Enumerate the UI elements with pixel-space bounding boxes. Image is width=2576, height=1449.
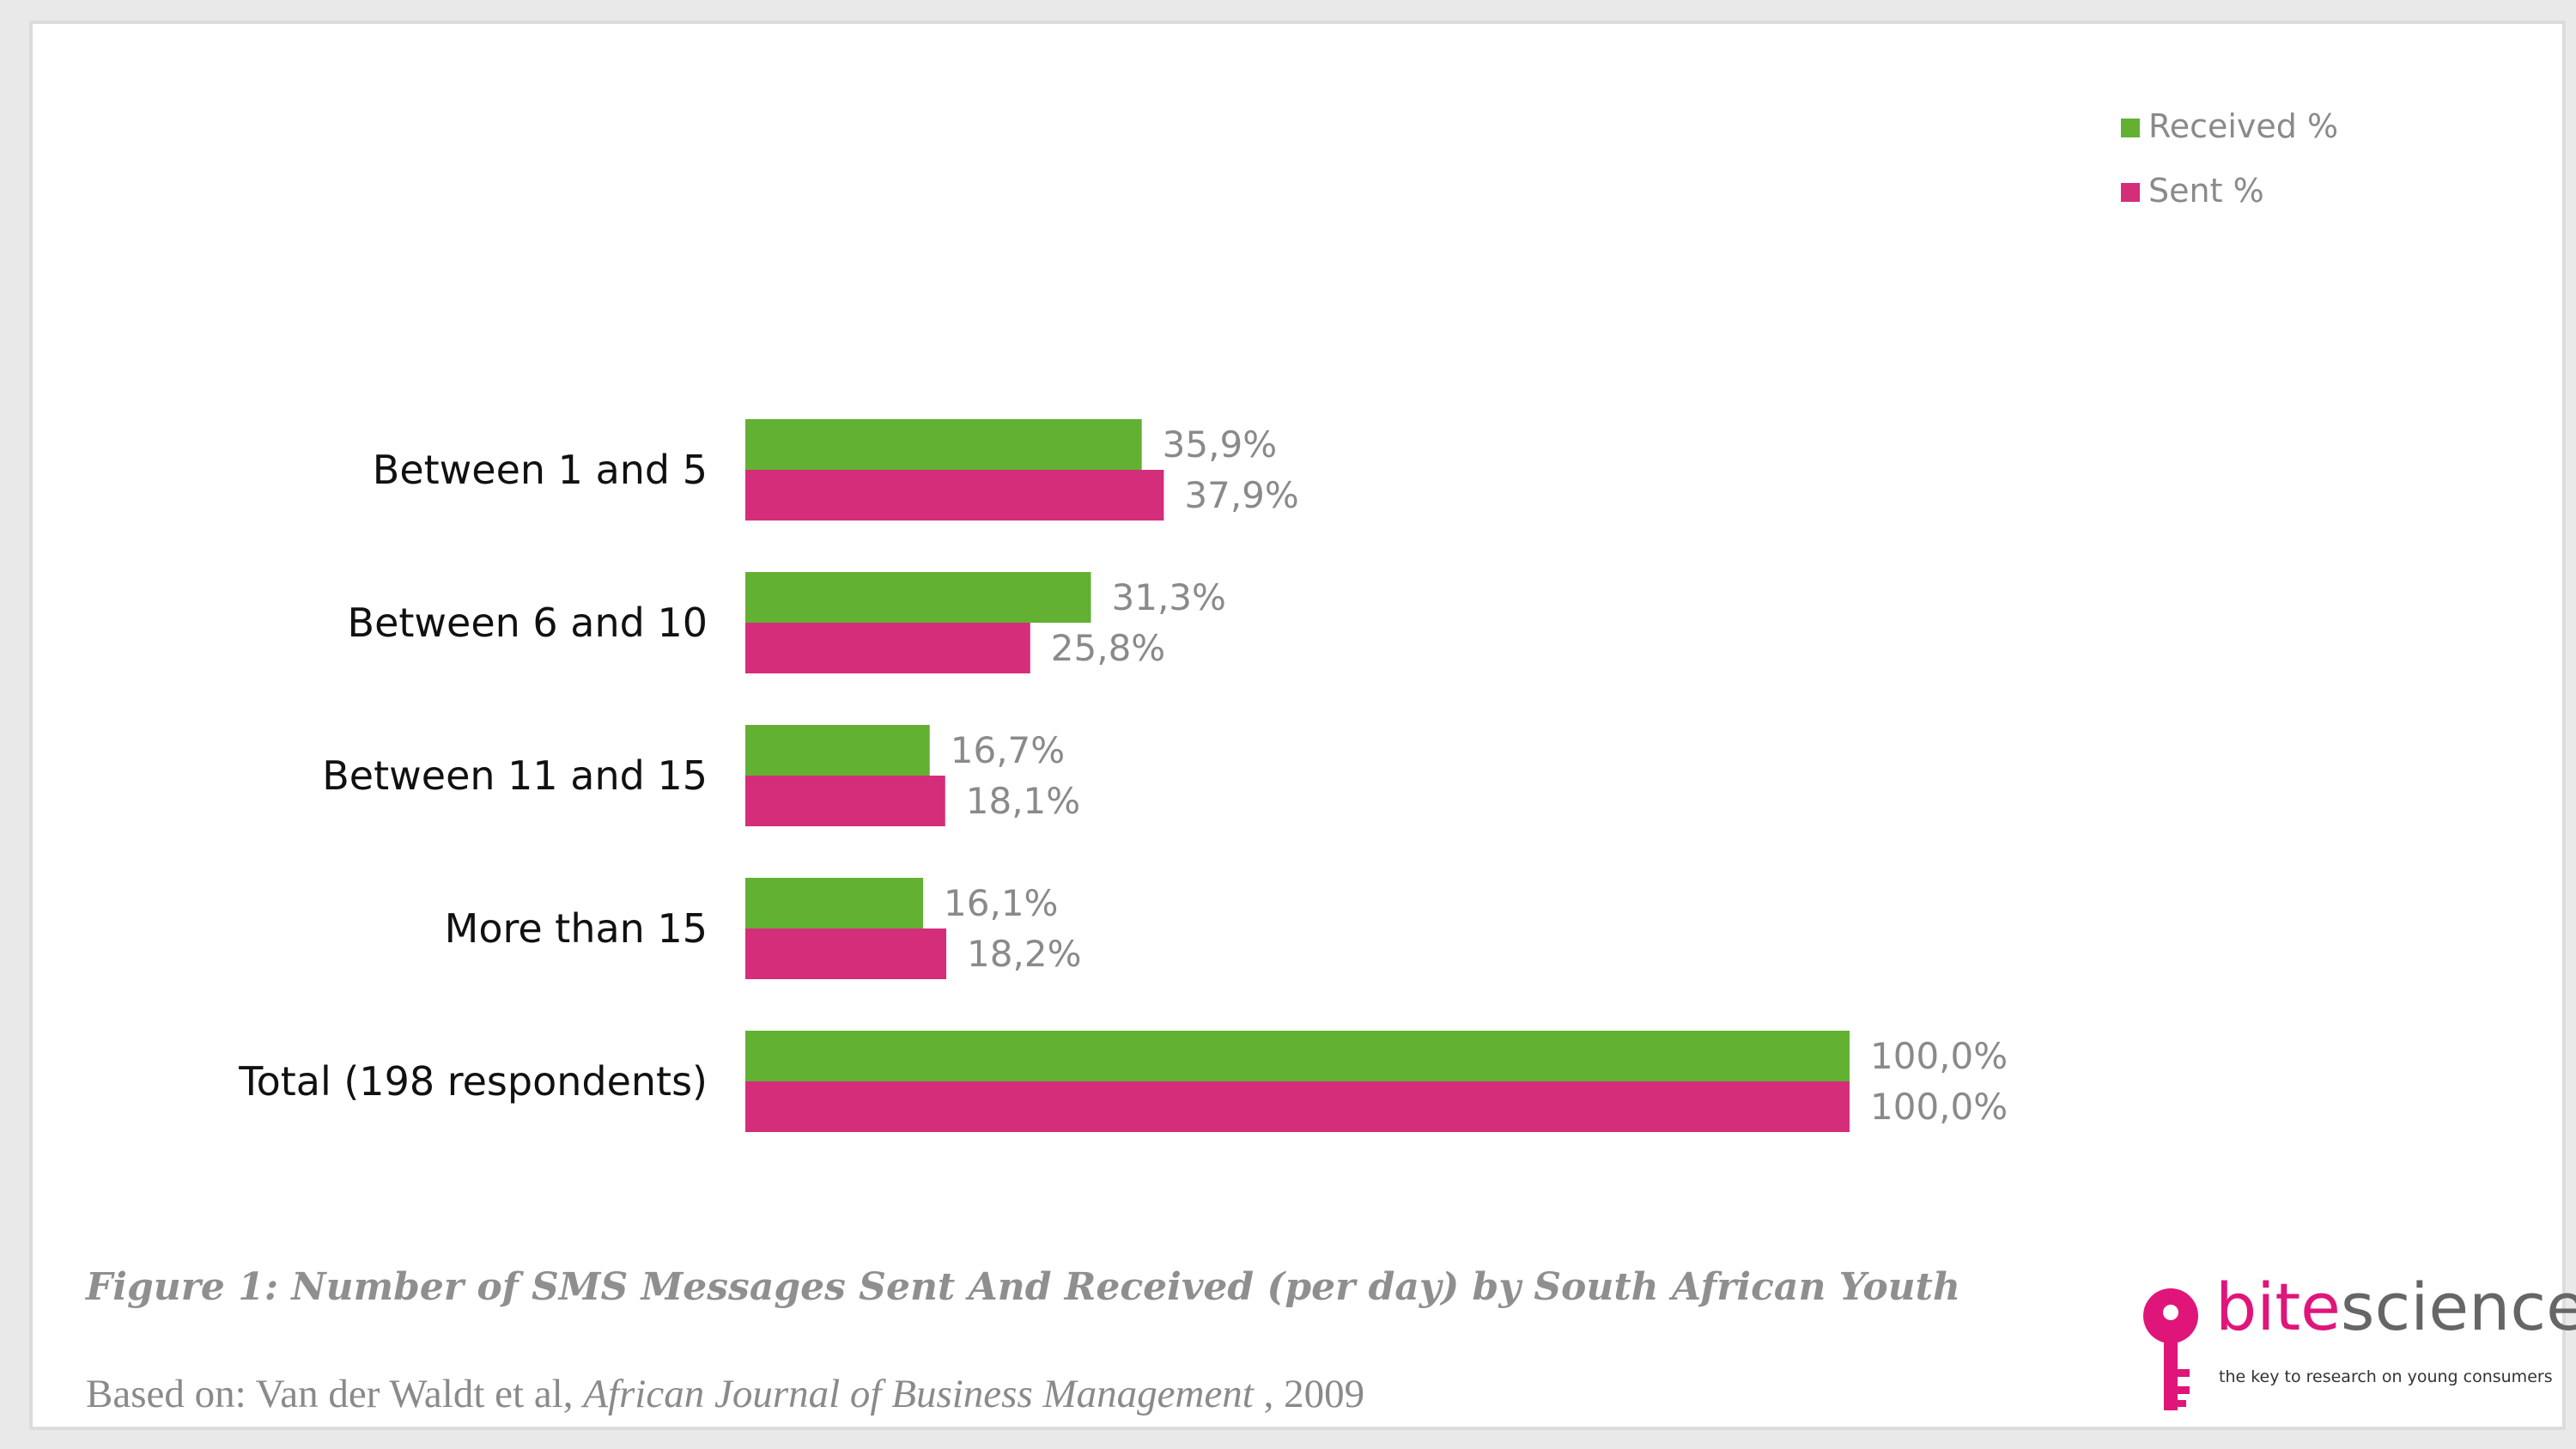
figure-caption: Figure 1: Number of SMS Messages Sent An… (86, 1265, 1960, 1309)
category-label-more-than-15: More than 15 (445, 905, 708, 952)
bar-received-between-11-and-15 (745, 725, 930, 776)
logo-tagline: the key to research on young consumers (2219, 1367, 2553, 1386)
value-label-received-more-than-15: 16,1% (944, 882, 1058, 924)
bar-chart: Between 1 and 5 35,9% 37,9% Between 6 and 1… (238, 107, 2338, 1132)
logo-word-bite: bite (2215, 1269, 2341, 1345)
value-label-sent-between-11-and-15: 18,1% (966, 780, 1080, 822)
bar-received-between-1-and-5 (745, 419, 1142, 470)
source-prefix: Based on: Van der Waldt et al, (86, 1372, 584, 1416)
value-label-sent-between-6-and-10: 25,8% (1051, 627, 1165, 669)
key-icon (2143, 1288, 2198, 1410)
bar-received-between-6-and-10 (745, 572, 1091, 623)
category-label-between-1-and-5: Between 1 and 5 (373, 447, 708, 493)
category-label-between-6-and-10: Between 6 and 10 (348, 600, 708, 646)
bar-sent-more-than-15 (745, 928, 947, 979)
source-journal: African Journal of Business Management (583, 1372, 1254, 1416)
legend-label-sent: Sent % (2148, 172, 2264, 210)
category-label-total-198-respondents: Total (198 respondents) (238, 1058, 708, 1105)
bar-sent-between-11-and-15 (745, 776, 945, 826)
value-label-received-between-6-and-10: 31,3% (1112, 576, 1226, 618)
bar-received-total-198-respondents (745, 1031, 1850, 1081)
value-label-sent-more-than-15: 18,2% (967, 933, 1081, 975)
legend-label-received: Received % (2148, 107, 2338, 145)
legend-swatch-received (2121, 119, 2140, 137)
source-suffix: , 2009 (1253, 1372, 1365, 1416)
value-label-sent-total-198-respondents: 100,0% (1870, 1086, 2008, 1128)
bar-sent-total-198-respondents (745, 1081, 1850, 1132)
source-citation: Based on: Van der Waldt et al, African J… (86, 1371, 1364, 1417)
value-label-received-total-198-respondents: 100,0% (1870, 1035, 2008, 1077)
value-label-received-between-1-and-5: 35,9% (1163, 423, 1277, 466)
logo-word-science: science (2340, 1269, 2576, 1345)
bar-sent-between-6-and-10 (745, 623, 1030, 673)
bar-received-more-than-15 (745, 878, 924, 928)
bar-sent-between-1-and-5 (745, 470, 1164, 521)
value-label-sent-between-1-and-5: 37,9% (1184, 474, 1298, 516)
category-label-between-11-and-15: Between 11 and 15 (322, 752, 708, 799)
value-label-received-between-11-and-15: 16,7% (951, 729, 1065, 771)
logo-wordmark: bitescience (2215, 1275, 2576, 1340)
legend-swatch-sent (2121, 183, 2140, 202)
bitescience-logo: bitescience the key to research on young… (2143, 1275, 2576, 1417)
chart-frame: Between 1 and 5 35,9% 37,9% Between 6 and 1… (29, 21, 2576, 1430)
